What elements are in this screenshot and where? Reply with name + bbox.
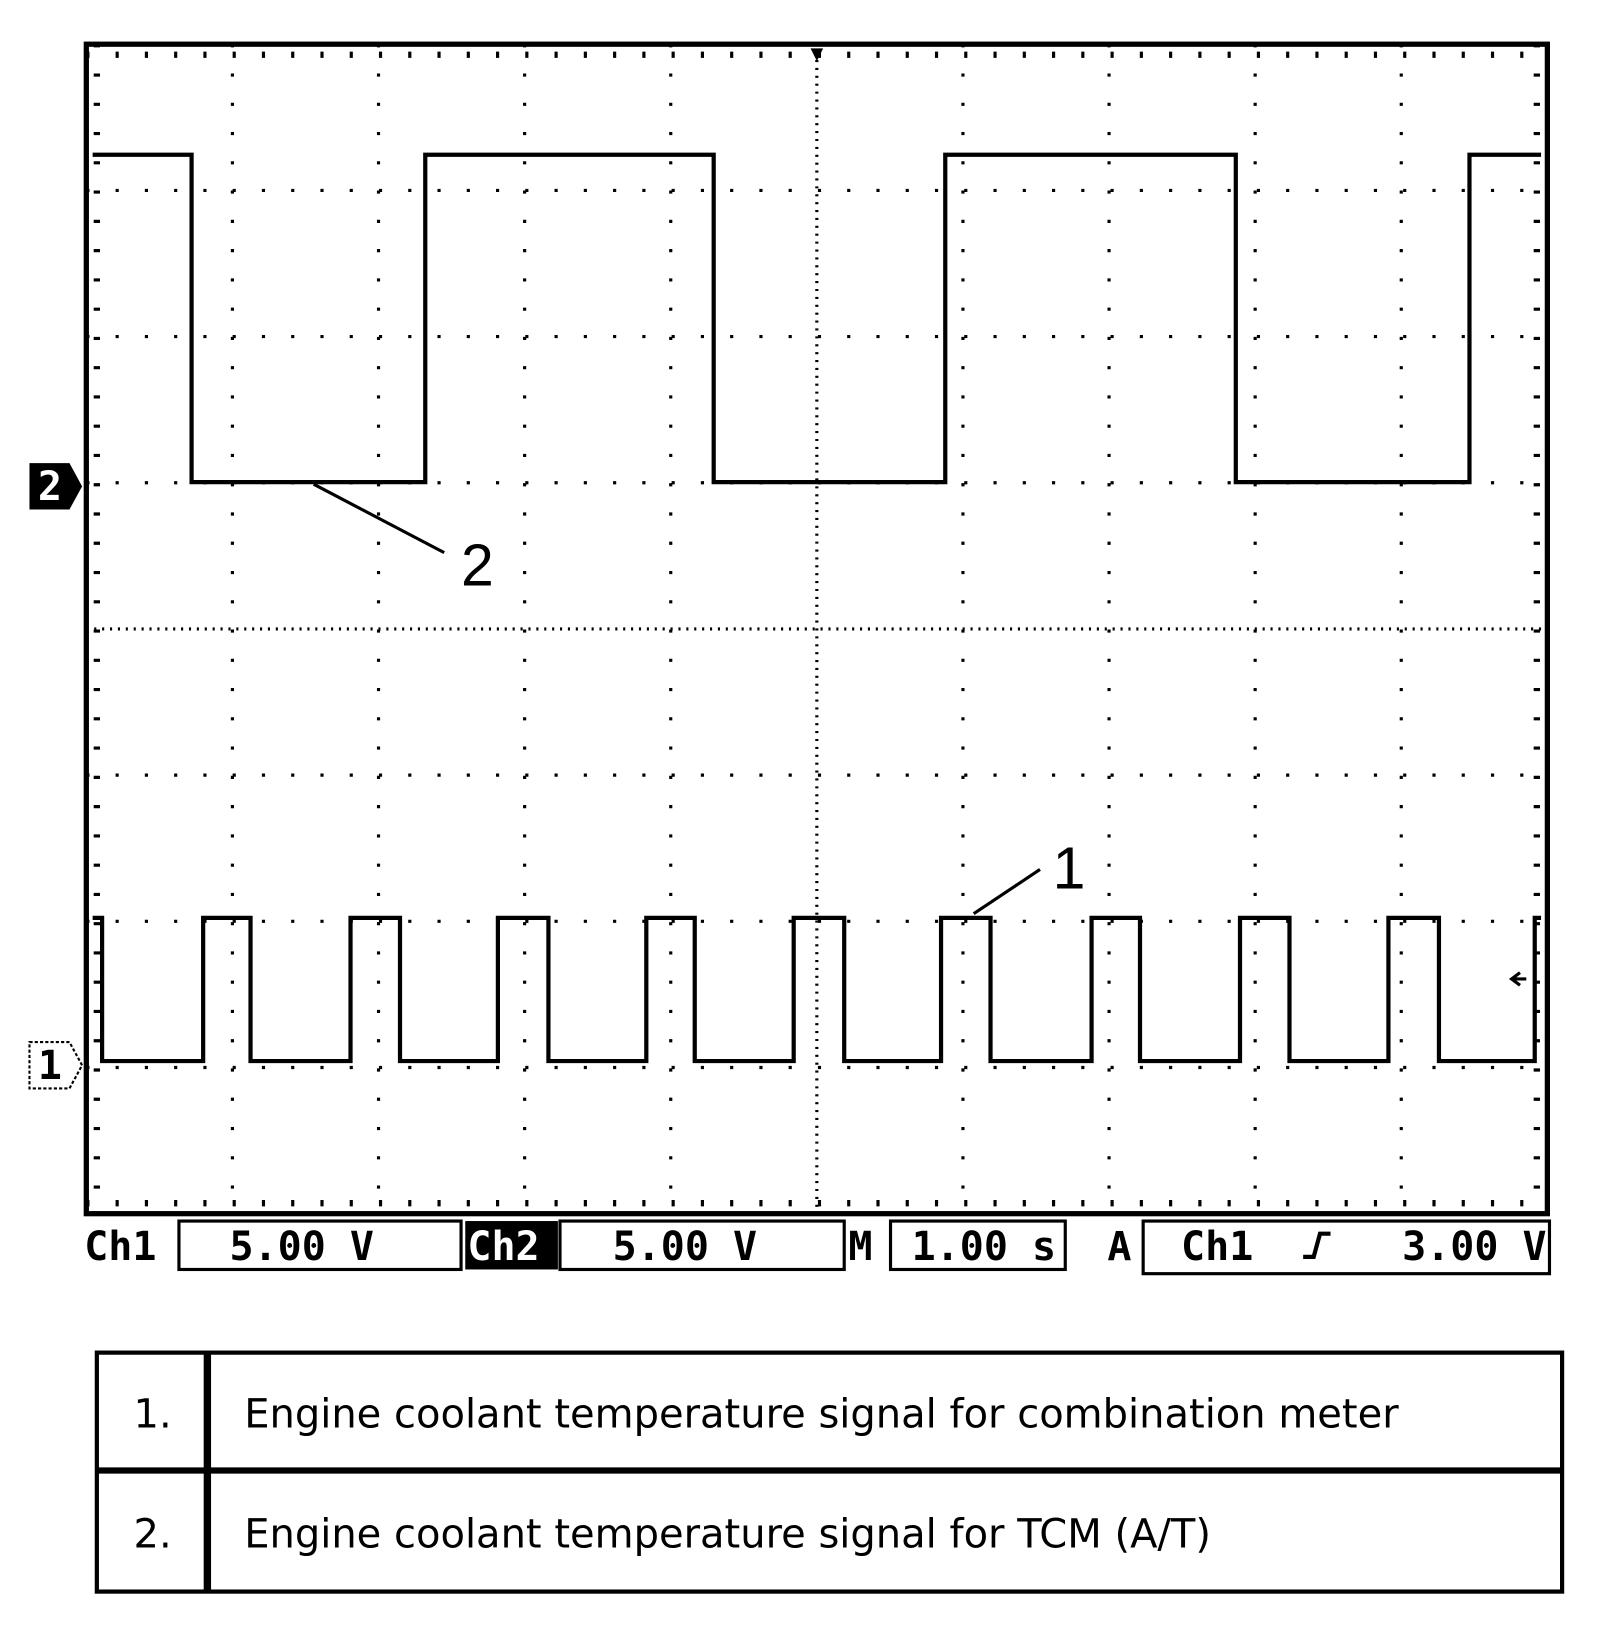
trigger-level-marker bbox=[1508, 971, 1527, 987]
rising-edge-icon bbox=[1303, 1231, 1331, 1259]
channel-marker: 1 bbox=[38, 1043, 62, 1089]
table-cell: 2. bbox=[134, 1511, 172, 1557]
trigger-level: 3.00 V bbox=[1402, 1224, 1547, 1270]
channel-marker-box bbox=[29, 463, 83, 510]
time-label: M bbox=[848, 1224, 872, 1270]
time-scale: 1.00 s bbox=[912, 1224, 1057, 1270]
channel-marker-box bbox=[28, 1041, 84, 1090]
ch2-scale: 5.00 V bbox=[613, 1224, 758, 1270]
trace-label: 1 bbox=[1053, 836, 1086, 901]
ch1-label: Ch1 bbox=[84, 1224, 156, 1270]
screen-frame bbox=[83, 41, 1550, 1217]
ch1-scale: 5.00 V bbox=[229, 1224, 373, 1270]
leader-line bbox=[972, 868, 1041, 915]
ch2-label: Ch2 bbox=[467, 1224, 539, 1270]
status-box bbox=[558, 1219, 846, 1272]
status-box bbox=[888, 1219, 1067, 1272]
trigger-label: A bbox=[1107, 1224, 1131, 1270]
status-box bbox=[177, 1219, 463, 1272]
ch1-trace bbox=[92, 915, 1542, 1064]
ch2-label-box bbox=[465, 1221, 558, 1270]
channel-marker: 2 bbox=[38, 464, 62, 510]
ch2-trace bbox=[92, 152, 1542, 485]
grid bbox=[86, 44, 1548, 1214]
trace-label: 2 bbox=[461, 533, 494, 598]
table-cell: Engine coolant temperature signal for co… bbox=[244, 1391, 1399, 1437]
table-cell: Engine coolant temperature signal for TC… bbox=[244, 1511, 1211, 1557]
trigger-position-marker bbox=[810, 48, 824, 62]
leader-line bbox=[312, 482, 445, 555]
table-cell: 1. bbox=[134, 1391, 172, 1437]
status-box bbox=[1141, 1219, 1552, 1276]
trigger-source: Ch1 bbox=[1181, 1224, 1253, 1270]
